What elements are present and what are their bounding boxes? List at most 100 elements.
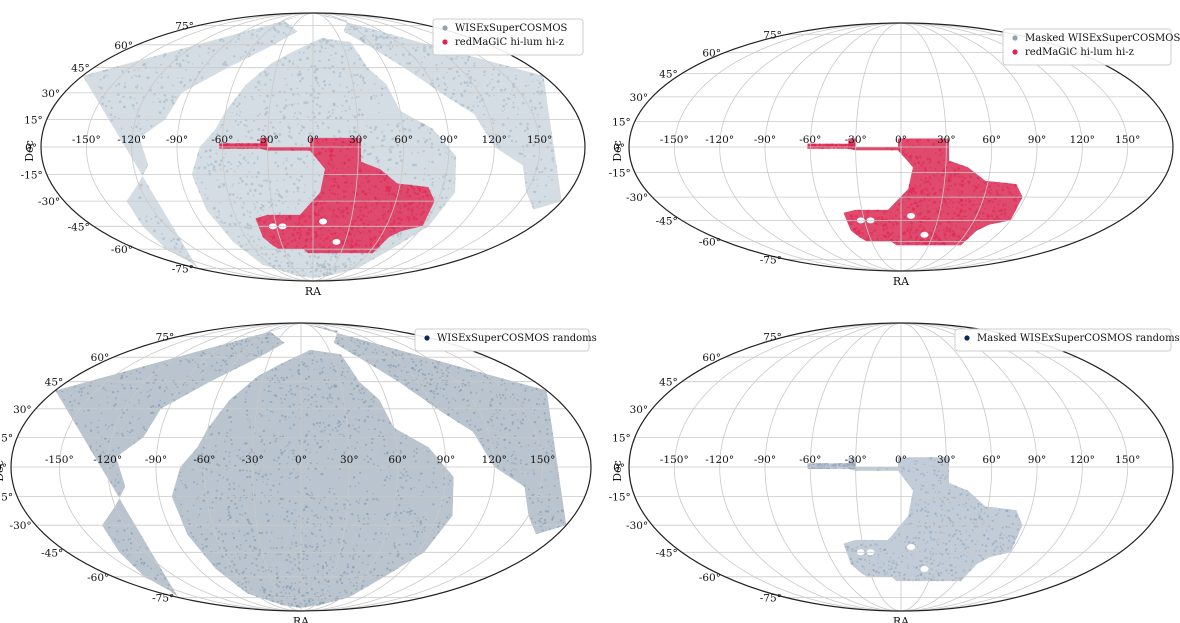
dec-tick-label: -60° [699,237,721,249]
panel-4: -150° -120° -90° -60° -30° 0° 30° 60° 90° 120° 150… [609,322,1180,623]
ra-tick-label: -60° [799,134,821,146]
dec-tick-label: 15° [612,117,631,129]
ra-tick-label: -120° [705,134,734,146]
legend: WISExSuperCOSMOS redMaGiC hi-lum hi-z [432,18,584,56]
dec-tick-label: -45° [68,221,90,233]
dec-tick-label: 15° [0,433,13,445]
ra-tick-label: 30° [937,134,956,146]
dec-tick-label: 0° [0,462,7,474]
sky-frame-2 [628,22,1174,272]
ra-tick-label: 0° [895,134,907,146]
ra-tick-label: 0° [295,454,307,466]
ra-tick-label: -30° [257,134,279,146]
mask-hole [920,231,929,238]
ra-tick-label: 150° [530,454,555,466]
legend-label: redMaGiC hi-lum hi-z [455,37,564,48]
dec-tick-label: 15° [612,433,631,445]
dec-tick-label: 30° [13,404,32,416]
dec-tick-label: -15° [0,492,13,504]
legend-marker [442,25,448,31]
ra-tick-label: -90° [754,454,776,466]
dec-tick-label: 60° [702,352,721,364]
ra-tick-label: -60° [193,454,215,466]
dec-tick-label: -60° [87,572,109,584]
legend-box [414,328,590,352]
dec-tick-label: 0° [613,462,625,474]
ra-tick-label: -30° [845,454,867,466]
dec-tick-label: 45° [45,377,64,389]
ra-tick-label: -30° [242,454,264,466]
x-axis-label: RA [893,615,910,623]
dec-tick-label: -30° [626,192,648,204]
ra-tick-label: 120° [482,454,507,466]
dec-tick-label: -75° [172,263,194,275]
legend-marker [442,39,448,45]
ra-tick-label: -150° [660,454,689,466]
dec-tick-label: -75° [760,593,782,605]
dec-tick-label: 45° [71,63,90,75]
legend: Masked WISExSuperCOSMOS randoms [954,328,1180,352]
ra-tick-label: 90° [1028,134,1047,146]
ra-tick-label: 90° [440,134,459,146]
x-axis-label: RA [305,285,322,298]
dec-tick-label: 75° [763,30,782,42]
y-axis-label: Dec [611,140,624,162]
dec-tick-label: 45° [659,377,678,389]
graticule [41,12,585,282]
legend-marker [1012,49,1018,55]
graticule [11,322,591,612]
mask-hole [920,565,929,572]
ra-tick-label: 120° [482,134,507,146]
dec-tick-label: 0° [25,142,37,154]
ra-tick-label: 60° [394,134,413,146]
ra-tick-label: -60° [211,134,233,146]
legend: WISExSuperCOSMOS randoms [414,328,597,352]
ra-tick-label: -60° [799,454,821,466]
y-axis-label: Dec [23,140,36,162]
ra-tick-label: 90° [437,454,456,466]
ra-tick-label: 60° [388,454,407,466]
dec-tick-label: -15° [609,492,631,504]
sky-frame-4 [628,322,1174,612]
legend-label: redMaGiC hi-lum hi-z [1025,47,1134,58]
dec-tick-label: -75° [760,254,782,266]
dec-tick-label: -60° [111,244,133,256]
legend-label: Masked WISExSuperCOSMOS [1025,33,1180,44]
dec-tick-label: 60° [114,40,133,52]
ra-tick-label: 120° [1070,454,1095,466]
legend-box [432,18,584,56]
dec-tick-label: -45° [656,215,678,227]
sky-frame-3 [10,322,592,612]
mask-hole [332,238,341,245]
ra-tick-label: -90° [145,454,167,466]
mask-hole [319,218,328,225]
ra-tick-label: -120° [117,134,146,146]
dec-tick-label: 60° [702,48,721,60]
ra-tick-label: 60° [982,454,1001,466]
ra-tick-label: 0° [895,454,907,466]
ra-tick-label: -120° [93,454,122,466]
dec-tick-label: -30° [10,520,32,532]
dec-tick-label: -45° [41,547,63,559]
x-axis-label: RA [893,275,910,288]
legend-box [1002,28,1172,66]
dec-tick-label: 75° [175,21,194,33]
dec-tick-label: 30° [630,92,649,104]
ra-tick-label: 150° [1115,134,1140,146]
legend-label: WISExSuperCOSMOS [455,23,568,34]
dec-tick-label: -75° [152,593,174,605]
dec-tick-label: -15° [609,167,631,179]
ra-tick-label: 150° [527,134,552,146]
dec-tick-label: -30° [38,196,60,208]
dec-tick-label: -15° [21,169,43,181]
ra-tick-label: 60° [982,134,1001,146]
panel-3: -150° -120° -90° -60° -30° 0° 30° 60° 90° 120° 150… [0,322,597,623]
ra-tick-label: -90° [754,134,776,146]
dec-tick-label: -60° [699,572,721,584]
dec-tick-label: 0° [613,142,625,154]
ra-tick-label: 120° [1070,134,1095,146]
dec-tick-label: -30° [626,520,648,532]
legend-label: Masked WISExSuperCOSMOS randoms [977,333,1180,344]
dec-tick-label: 75° [763,332,782,344]
